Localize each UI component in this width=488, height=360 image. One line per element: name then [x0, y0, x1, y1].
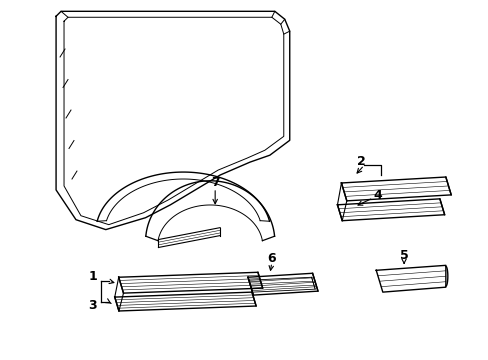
Text: 2: 2	[356, 155, 365, 168]
Text: 6: 6	[267, 252, 276, 265]
Text: 7: 7	[210, 176, 219, 189]
Text: 3: 3	[88, 298, 97, 311]
Text: 5: 5	[399, 249, 407, 262]
Text: 4: 4	[373, 189, 382, 202]
Text: 1: 1	[88, 270, 97, 283]
